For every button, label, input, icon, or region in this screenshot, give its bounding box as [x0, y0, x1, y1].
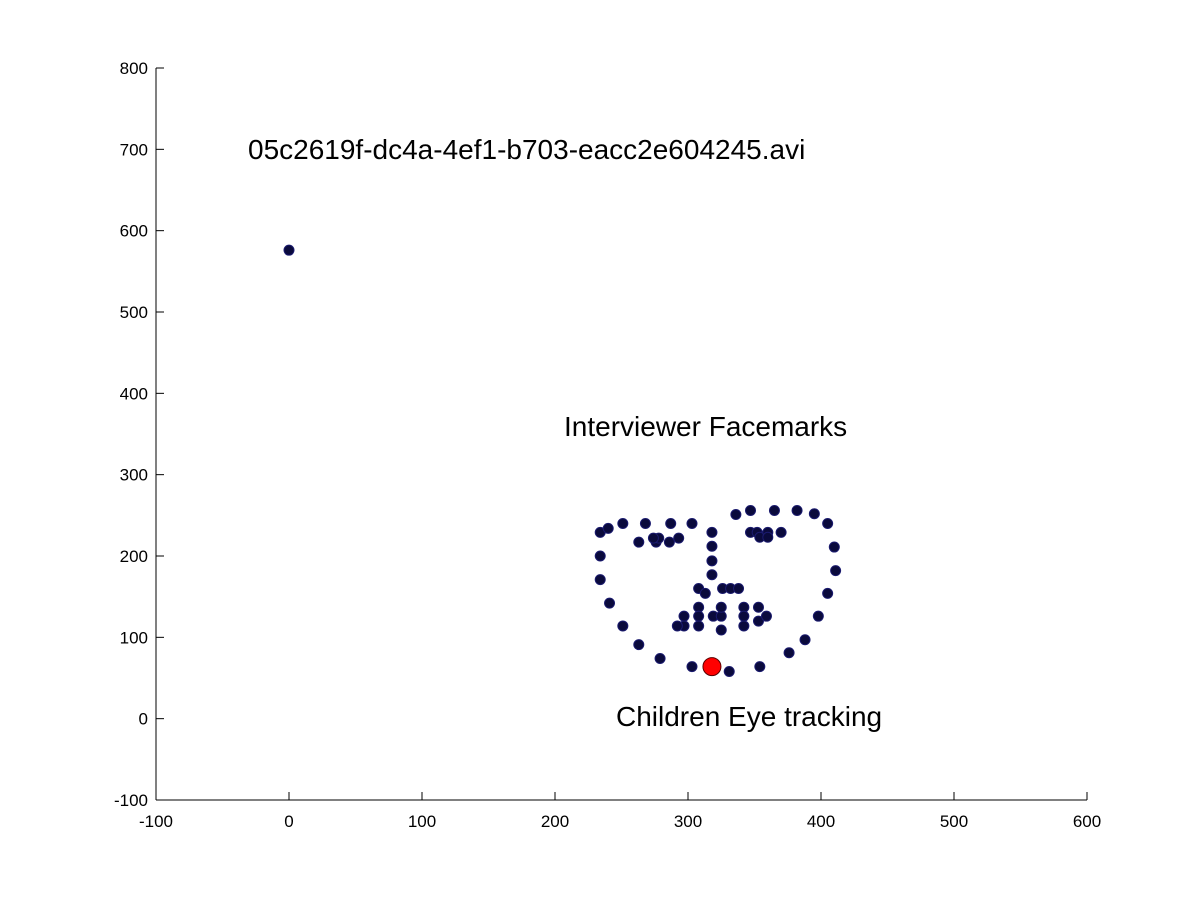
facemark-point [617, 517, 629, 529]
y-tick-label: 600 [120, 222, 148, 241]
facemark-point [602, 522, 614, 534]
facemark-point [715, 601, 727, 613]
y-tick-label: 500 [120, 303, 148, 322]
facemark-point [699, 587, 711, 599]
facemark-point [715, 624, 727, 636]
facemark-point [673, 532, 685, 544]
facemark-point [768, 504, 780, 516]
facemark-point [665, 517, 677, 529]
data-points [283, 244, 842, 677]
facemark-point [733, 583, 745, 595]
y-tick-label: 700 [120, 140, 148, 159]
facemark-point [783, 647, 795, 659]
y-axis-ticks: -100 0 100 200 300 400 500 600 700 800 [114, 59, 164, 810]
x-tick-label: 600 [1073, 812, 1101, 831]
facemark-point [738, 610, 750, 622]
y-tick-label: -100 [114, 791, 148, 810]
facemark-point [678, 610, 690, 622]
y-tick-label: 200 [120, 547, 148, 566]
x-tick-label: 100 [408, 812, 436, 831]
facemark-point [791, 504, 803, 516]
y-tick-label: 300 [120, 466, 148, 485]
y-tick-label: 800 [120, 59, 148, 78]
facemark-point [730, 509, 742, 521]
facemark-point [633, 536, 645, 548]
facemark-point [828, 541, 840, 553]
children-eye-tracking-label: Children Eye tracking [616, 701, 882, 732]
facemark-point [723, 665, 735, 677]
facemark-point [775, 526, 787, 538]
facemark-point [686, 661, 698, 673]
facemark-point [812, 610, 824, 622]
facemark-point [617, 620, 629, 632]
facemark-point [706, 540, 718, 552]
facemark-point [671, 620, 683, 632]
facemark-point [830, 565, 842, 577]
facemark-point [822, 587, 834, 599]
facemark-point [604, 597, 616, 609]
facemark-point [808, 508, 820, 520]
facemark-point [693, 610, 705, 622]
facemark-point [633, 639, 645, 651]
facemark-point [706, 555, 718, 567]
interviewer-facemarks-label: Interviewer Facemarks [564, 411, 847, 442]
facemark-point [639, 517, 651, 529]
facemark-point [654, 652, 666, 664]
facemark-point [738, 620, 750, 632]
facemark-point [663, 536, 675, 548]
facemark-point [762, 531, 774, 543]
facemark-point [754, 661, 766, 673]
facemark-point [752, 601, 764, 613]
x-tick-label: 400 [807, 812, 835, 831]
facemark-point [647, 532, 659, 544]
facemark-point [706, 526, 718, 538]
y-tick-label: 100 [120, 628, 148, 647]
y-tick-label: 0 [139, 710, 148, 729]
y-tick-label: 400 [120, 384, 148, 403]
facemark-point [594, 574, 606, 586]
facemark-point [752, 615, 764, 627]
facemark-point [799, 634, 811, 646]
facemark-point [283, 244, 295, 256]
video-filename-label: 05c2619f-dc4a-4ef1-b703-eacc2e604245.avi [248, 134, 805, 165]
facemark-point [693, 620, 705, 632]
facemark-point [706, 569, 718, 581]
facemark-point [594, 550, 606, 562]
x-tick-label: 300 [674, 812, 702, 831]
facemark-point [686, 517, 698, 529]
facemark-point [760, 610, 772, 622]
eye-tracking-point [702, 657, 722, 677]
x-tick-label: 0 [284, 812, 293, 831]
x-axis-ticks: -100 0 100 200 300 400 500 600 [139, 792, 1101, 831]
facemark-point [745, 504, 757, 516]
x-tick-label: -100 [139, 812, 173, 831]
axes [155, 68, 1087, 801]
x-tick-label: 200 [541, 812, 569, 831]
x-tick-label: 500 [940, 812, 968, 831]
facemark-point [822, 517, 834, 529]
